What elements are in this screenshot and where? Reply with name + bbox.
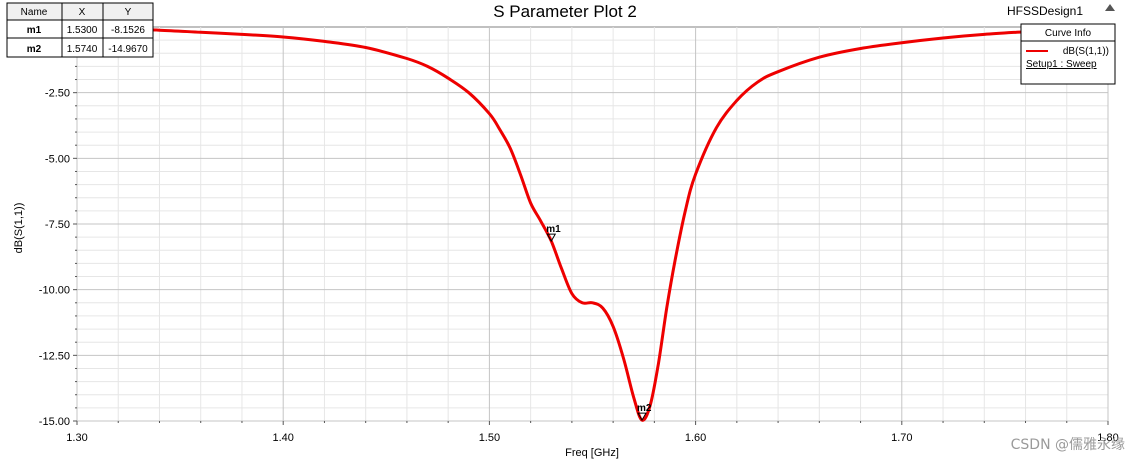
y-axis-label: dB(S(1,1)) <box>13 203 25 254</box>
marker-table-row2-y: -14.9670 <box>108 44 148 55</box>
markers: m1 m2 <box>546 224 652 422</box>
chart-title: S Parameter Plot 2 <box>493 2 637 21</box>
y-axis-ticks: -2.50 -5.00 -7.50 -10.00 -12.50 -15.00 <box>39 39 77 428</box>
marker-m2-triangle <box>637 412 647 422</box>
legend-entry: dB(S(1,1)) <box>1063 46 1109 57</box>
grid-major <box>76 27 1109 422</box>
marker-table-header-name: Name <box>21 7 48 18</box>
x-tick-label: 1.60 <box>685 432 706 444</box>
marker-m1-triangle <box>546 233 557 243</box>
legend-title: Curve Info <box>1045 28 1092 39</box>
watermark: CSDN @儒雅永缘 <box>1011 437 1125 453</box>
design-name: HFSSDesign1 <box>1007 4 1083 18</box>
marker-m2-label: m2 <box>637 403 652 414</box>
marker-table-header-y: Y <box>125 7 132 18</box>
y-tick-label: -2.50 <box>45 88 70 100</box>
x-tick-label: 1.40 <box>272 432 293 444</box>
x-tick-label: 1.50 <box>479 432 500 444</box>
x-axis-label: Freq [GHz] <box>565 447 619 459</box>
marker-table-row1-x: 1.5300 <box>67 25 98 36</box>
marker-table-row2-x: 1.5740 <box>67 44 98 55</box>
y-tick-label: -7.50 <box>45 219 70 231</box>
expand-triangle-icon[interactable] <box>1105 4 1115 11</box>
series-line-dbs11 <box>76 26 1026 422</box>
legend: Curve Info dB(S(1,1)) Setup1 : Sweep <box>1020 23 1116 85</box>
marker-table: Name X Y m1 1.5300 -8.1526 m2 1.5740 -14… <box>6 2 154 58</box>
y-tick-label: -10.00 <box>39 285 70 297</box>
x-tick-label: 1.80 <box>1097 432 1118 444</box>
x-tick-label: 1.30 <box>66 432 87 444</box>
x-tick-label: 1.70 <box>891 432 912 444</box>
y-tick-label: -12.50 <box>39 350 70 362</box>
x-axis-ticks: 1.30 1.40 1.50 1.60 1.70 1.80 <box>66 421 1119 444</box>
marker-table-header-x: X <box>79 7 86 18</box>
legend-setup: Setup1 : Sweep <box>1026 59 1097 70</box>
y-tick-label: -5.00 <box>45 153 70 165</box>
marker-table-row1-y: -8.1526 <box>111 25 145 36</box>
marker-table-row2-name: m2 <box>27 44 42 55</box>
marker-table-row1-name: m1 <box>27 25 42 36</box>
marker-m1-label: m1 <box>546 224 561 235</box>
y-tick-label: -15.00 <box>39 416 70 428</box>
